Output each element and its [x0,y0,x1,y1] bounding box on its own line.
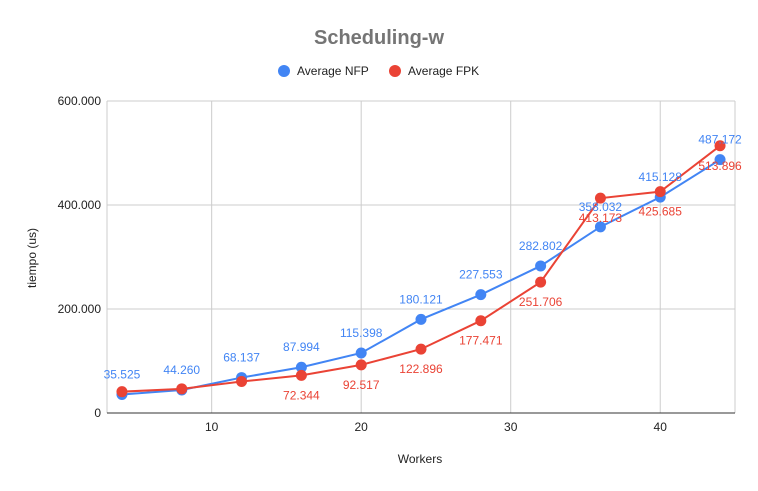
data-point-nfp [714,154,726,166]
data-label-nfp: 282.802 [519,239,563,253]
data-point-nfp [475,289,487,301]
data-point-fpk [535,276,547,288]
y-tick-label: 400.000 [58,198,102,212]
legend-marker-nfp [278,65,290,77]
x-axis-ticks: 10 20 30 40 [205,420,667,434]
x-tick-label: 30 [504,420,518,434]
data-point-nfp [295,361,307,373]
data-label-fpk: 72.344 [283,388,320,402]
data-point-nfp [535,260,547,272]
data-label-fpk: 513.896 [698,159,742,173]
data-label-fpk: 251.706 [519,295,563,309]
data-point-fpk [236,376,248,388]
series-layer [116,140,726,401]
data-label-nfp: 115.398 [340,326,383,340]
data-labels-layer: 35.525 44.260 68.137 87.994 115.398 180.121 22… [104,133,742,403]
y-axis-title: tiempo (us) [25,228,39,288]
data-label-nfp: 358.032 [579,200,623,214]
data-label-nfp: 487.172 [698,133,742,147]
data-label-fpk: 413.173 [579,211,623,225]
legend-marker-fpk [389,65,401,77]
x-tick-label: 20 [355,420,369,434]
data-point-fpk [654,186,666,198]
data-label-nfp: 44.260 [163,363,200,377]
data-point-fpk [116,386,128,398]
data-label-fpk: 92.517 [343,378,380,392]
y-tick-label: 0 [94,406,101,420]
gridlines [106,100,736,413]
data-point-fpk [415,343,427,355]
chart-title: Scheduling-w [314,27,444,49]
data-point-fpk [176,383,188,395]
y-tick-label: 600.000 [58,94,102,108]
data-point-fpk [714,140,726,152]
y-axis-ticks: 0 200.000 400.000 600.000 [58,94,102,420]
data-label-nfp: 35.525 [104,368,141,382]
data-label-fpk: 177.471 [459,334,503,348]
data-label-fpk: 425.685 [639,205,683,219]
legend: Average NFP Average FPK [278,64,479,78]
data-label-nfp: 87.994 [283,340,320,354]
data-point-fpk [594,192,606,204]
data-label-fpk: 122.896 [399,362,443,376]
legend-label-fpk: Average FPK [408,64,479,78]
data-label-nfp: 227.553 [459,268,503,282]
data-point-fpk [295,369,307,381]
x-tick-label: 40 [654,420,668,434]
legend-label-nfp: Average NFP [297,64,369,78]
data-point-nfp [594,221,606,233]
data-point-fpk [475,315,487,327]
x-tick-label: 10 [205,420,219,434]
data-label-nfp: 68.137 [223,351,260,365]
data-point-nfp [415,313,427,325]
data-point-nfp [355,347,367,359]
data-point-fpk [355,359,367,371]
data-label-nfp: 415.128 [639,170,683,184]
data-label-nfp: 180.121 [399,292,443,306]
y-tick-label: 200.000 [58,302,102,316]
x-axis-title: Workers [398,452,442,466]
